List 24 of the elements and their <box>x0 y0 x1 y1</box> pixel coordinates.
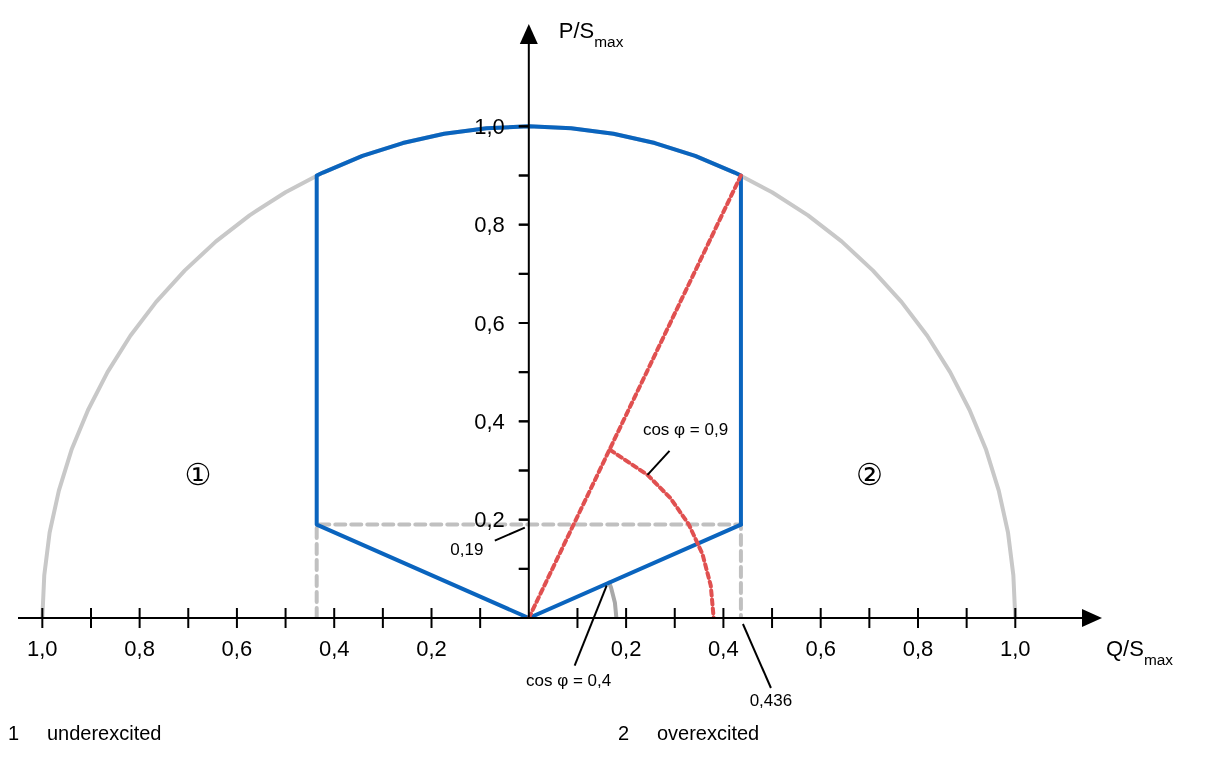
annotation: ① <box>184 458 212 492</box>
annotation: cos φ = 0,4 <box>526 670 612 690</box>
annotation: 0,436 <box>749 691 793 710</box>
x-axis-title: Q/S$_{max}$ <box>1106 636 1174 668</box>
y-tick-label: 0,8 <box>474 212 505 238</box>
x-tick-label: 0,8 <box>902 636 934 661</box>
x-tick-label: 0,8 <box>124 636 155 661</box>
x-tick-label: 1,0 <box>27 636 58 661</box>
text: 2 overexcited <box>618 722 760 744</box>
y-axis-title: P/S$_{max}$ <box>558 18 624 50</box>
y-tick-label: 0,4 <box>474 409 505 435</box>
annotation: ② <box>855 458 883 492</box>
x-tick-label: 0,6 <box>805 636 836 661</box>
x-tick-label: 0,4 <box>708 636 739 661</box>
x-tick-label: 0,4 <box>318 636 350 661</box>
x-tick-label: 0,6 <box>221 636 253 661</box>
annotation: 0,19 <box>450 539 484 559</box>
annotation: cos φ = 0,9 <box>642 419 729 439</box>
y-tick-label: 0,6 <box>474 310 505 336</box>
y-tick-label: 0,2 <box>474 507 505 533</box>
x-tick-label: 1,0 <box>1000 636 1031 661</box>
text: 1 underexcited <box>8 722 162 744</box>
x-tick-label: 0,2 <box>416 636 447 661</box>
x-tick-label: 0,2 <box>610 636 642 661</box>
